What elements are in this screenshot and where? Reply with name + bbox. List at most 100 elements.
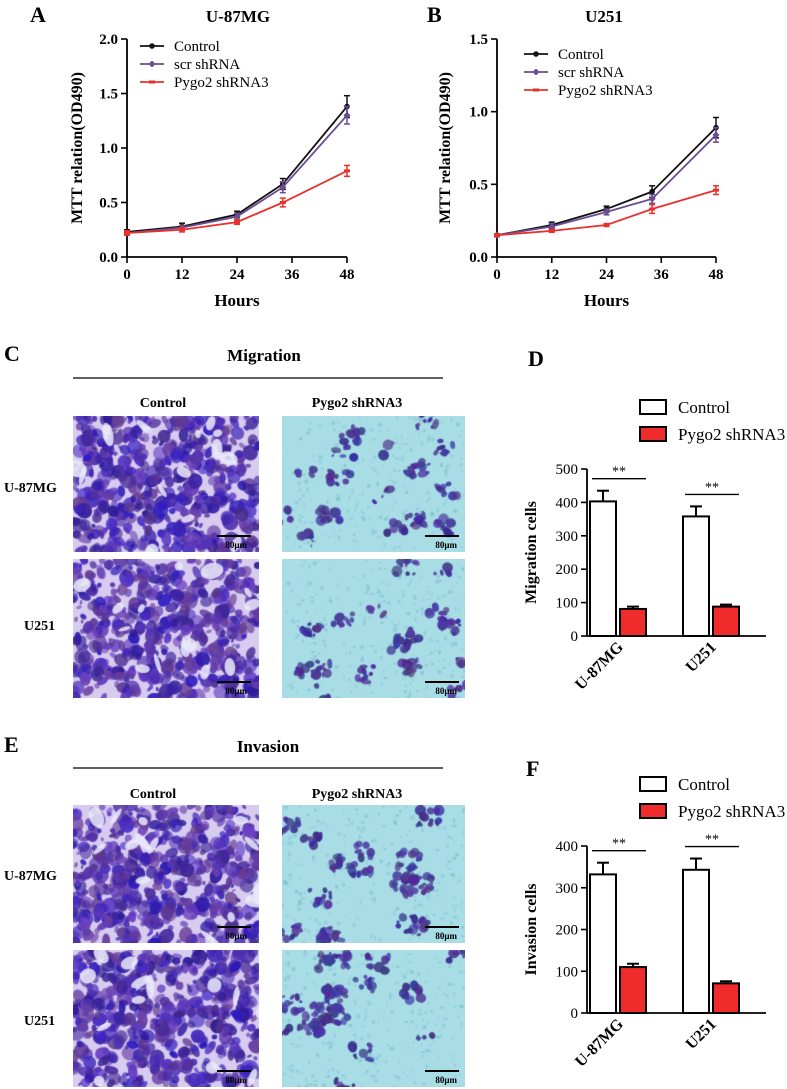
x-tick-label: 12: [175, 267, 190, 283]
data-point: [713, 188, 719, 192]
micrograph-invasion-u251-pygo2: 80μm: [282, 950, 465, 1087]
bar-pygo2-shrna3: [619, 607, 647, 637]
panel-letter-f: F: [526, 756, 539, 781]
significance-label: **: [705, 480, 719, 495]
panel-letter-d: D: [528, 346, 544, 371]
legend-swatch: [639, 776, 667, 792]
series-line-control: [496, 127, 717, 237]
x-axis-label: Hours: [584, 291, 630, 310]
x-tick-label: 24: [599, 267, 615, 283]
y-tick-label: 200: [556, 562, 579, 578]
y-tick-label: 0.5: [469, 177, 488, 193]
y-tick-label: 300: [556, 529, 579, 545]
scale-label: 80μm: [435, 1075, 457, 1085]
y-tick-label: 1.5: [99, 87, 118, 103]
data-point: [648, 195, 656, 203]
invasion-col-header-control: Control: [130, 787, 177, 802]
x-tick-label: U251: [683, 1016, 720, 1053]
data-point: [603, 223, 610, 227]
panel-letter-e: E: [4, 732, 19, 757]
y-tick-label: 400: [556, 495, 579, 511]
y-tick-label: 500: [556, 462, 579, 478]
data-point: [494, 233, 500, 237]
legend-label: Control: [174, 39, 220, 55]
data-point: [533, 51, 539, 57]
invasion-row-label-u87mg: U-87MG: [4, 869, 57, 884]
scale-label: 80μm: [225, 931, 247, 941]
line-chart-u251: U251 0.0 0.5 1.0 1.5 0 12 24 36 48 Hours MTT relati…: [437, 7, 724, 310]
scale-label: 80μm: [225, 686, 247, 696]
x-tick-label: U-87MG: [572, 1015, 627, 1070]
y-axis-label: Migration cells: [523, 501, 540, 604]
bar-control: [682, 868, 710, 1014]
y-tick-label: 0.0: [469, 250, 488, 266]
data-point: [234, 220, 240, 224]
y-tick-label: 0: [571, 1006, 579, 1022]
x-tick-label: 48: [340, 267, 355, 283]
legend-label: Control: [678, 398, 730, 417]
y-tick-label: 1.0: [99, 141, 118, 157]
data-point: [124, 231, 130, 235]
y-axis-label: Invasion cells: [523, 883, 540, 975]
scale-label: 80μm: [435, 931, 457, 941]
data-point: [148, 60, 156, 68]
bar-chart-migration: Control Pygo2 shRNA3 0 100 200 300 400 500 Migra…: [523, 398, 785, 694]
data-point: [149, 80, 155, 84]
bar-control: [589, 873, 617, 1015]
migration-title: Migration: [227, 346, 301, 365]
y-tick-label: 1.5: [469, 32, 488, 48]
legend-label: Pygo2 shRNA3: [678, 802, 785, 821]
legend-label: Control: [678, 775, 730, 794]
micrograph-migration-u251-control: 80μm: [73, 559, 259, 698]
data-point: [712, 131, 720, 139]
invasion-title: Invasion: [237, 737, 300, 756]
migration-row-label-u251: U251: [24, 619, 55, 634]
scale-bar: [425, 926, 459, 928]
y-axis-label: MTT relation(OD490): [437, 72, 454, 224]
line-chart-u87mg: U-87MG 0.0 0.5 1.0 1.5 2.0 0 12 24 36 48 Hours MTT r…: [69, 7, 355, 310]
chart-title: U-87MG: [206, 7, 270, 26]
x-axis-label: Hours: [214, 291, 260, 310]
x-tick-label: U-87MG: [572, 638, 627, 693]
data-point: [279, 183, 287, 191]
y-tick-label: 0.5: [99, 196, 118, 212]
y-tick-label: 400: [556, 839, 579, 855]
x-tick-label: 36: [654, 267, 670, 283]
significance-label: **: [612, 465, 626, 480]
legend-swatch: [639, 399, 667, 415]
scale-bar: [217, 1070, 251, 1072]
significance-label: **: [612, 837, 626, 852]
data-point: [548, 222, 556, 230]
y-tick-label: 0.0: [99, 250, 118, 266]
significance-label: **: [705, 833, 719, 848]
migration-row-label-u87mg: U-87MG: [4, 481, 57, 496]
bar-control: [589, 500, 617, 638]
data-point: [233, 213, 241, 221]
scale-label: 80μm: [225, 1075, 247, 1085]
data-point: [548, 229, 555, 233]
data-point: [649, 188, 655, 195]
micrograph-migration-u87mg-pygo2: 80μm: [282, 416, 465, 552]
y-tick-label: 300: [556, 881, 579, 897]
scale-label: 80μm: [435, 540, 457, 550]
bar-control: [682, 515, 710, 637]
invasion-row-label-u251: U251: [24, 1014, 55, 1029]
migration-col-header-control: Control: [140, 396, 187, 411]
y-tick-label: 200: [556, 923, 579, 939]
micrograph-migration-u251-pygo2: 80μm: [282, 559, 465, 698]
x-tick-label: 48: [709, 267, 724, 283]
data-point: [179, 228, 185, 232]
legend-swatch: [639, 803, 667, 819]
panel-letter-c: C: [4, 341, 20, 366]
panel-letter-b: B: [427, 2, 442, 27]
y-tick-label: 0: [571, 629, 579, 645]
data-point: [344, 169, 350, 173]
invasion-col-header-pygo2: Pygo2 shRNA3: [312, 787, 403, 802]
scale-bar: [425, 535, 459, 537]
x-tick-label: 0: [123, 267, 131, 283]
data-point: [279, 201, 286, 204]
migration-col-header-pygo2: Pygo2 shRNA3: [312, 396, 403, 411]
panel-letter-a: A: [30, 2, 46, 27]
data-point: [149, 43, 155, 49]
y-tick-label: 100: [556, 596, 579, 612]
